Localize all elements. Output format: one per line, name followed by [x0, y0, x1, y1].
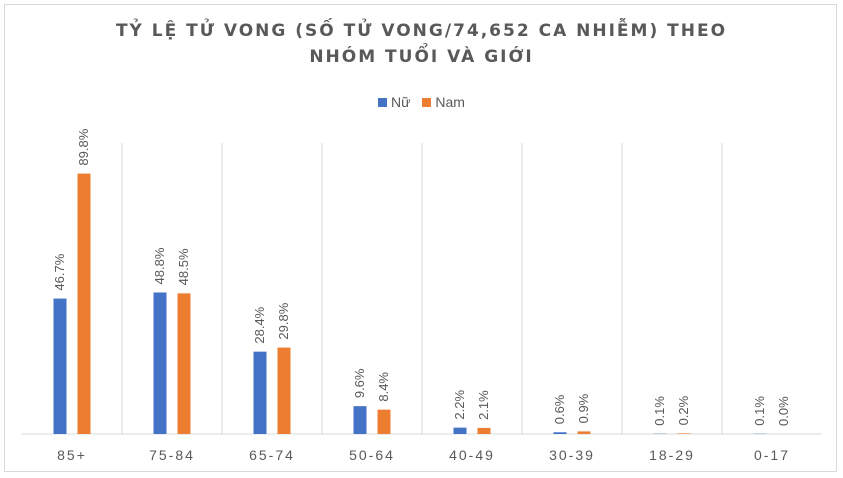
- data-label: 48.5%: [176, 248, 191, 285]
- data-label: 0.1%: [652, 396, 667, 426]
- legend-swatch-female: [378, 98, 388, 107]
- x-tick-label: 30-39: [549, 447, 595, 463]
- bar-male: [377, 409, 391, 434]
- legend-item-female: Nữ: [378, 94, 411, 110]
- x-tick-label: 0-17: [754, 447, 790, 463]
- legend-label-female: Nữ: [391, 94, 411, 110]
- legend-label-male: Nam: [435, 94, 465, 110]
- bar-male: [477, 427, 491, 434]
- x-tick-label: 85+: [57, 447, 87, 463]
- bar-male: [577, 431, 591, 434]
- bar-male: [77, 173, 91, 434]
- bar-male: [177, 293, 191, 434]
- x-tick-label: 50-64: [349, 447, 395, 463]
- data-label: 0.6%: [552, 394, 567, 424]
- legend-item-male: Nam: [422, 94, 465, 110]
- data-label: 48.8%: [152, 247, 167, 284]
- data-label: 9.6%: [352, 368, 367, 398]
- chart-frame: [4, 4, 837, 472]
- data-label: 28.4%: [252, 306, 267, 343]
- data-label: 0.2%: [676, 395, 691, 425]
- data-label: 89.8%: [76, 128, 91, 165]
- data-label: 0.0%: [776, 396, 791, 426]
- bar-male: [277, 347, 291, 434]
- chart-title-line-2: NHÓM TUỔI VÀ GIỚI: [309, 47, 534, 67]
- x-tick-label: 65-74: [249, 447, 295, 463]
- bar-female: [53, 298, 67, 434]
- bar-female: [253, 351, 267, 434]
- chart-legend: Nữ Nam: [0, 94, 843, 110]
- x-tick-label: 75-84: [149, 447, 195, 463]
- bar-female: [553, 432, 567, 434]
- bar-female: [453, 427, 467, 434]
- x-tick-label: 18-29: [649, 447, 695, 463]
- data-label: 0.1%: [752, 396, 767, 426]
- chart-title-line-1: TỶ LỆ TỬ VONG (SỐ TỬ VONG/74,652 CA NHIỄ…: [115, 21, 728, 41]
- data-label: 46.7%: [52, 253, 67, 290]
- data-label: 29.8%: [276, 302, 291, 339]
- legend-swatch-male: [422, 98, 432, 107]
- chart-title: TỶ LỆ TỬ VONG (SỐ TỬ VONG/74,652 CA NHIỄ…: [0, 18, 843, 70]
- x-tick-label: 40-49: [449, 447, 495, 463]
- bar-male: [677, 433, 691, 434]
- data-label: 2.1%: [476, 390, 491, 420]
- bar-female: [353, 406, 367, 434]
- data-label: 8.4%: [376, 372, 391, 402]
- bar-female: [153, 292, 167, 434]
- data-label: 0.9%: [576, 393, 591, 423]
- data-label: 2.2%: [452, 390, 467, 420]
